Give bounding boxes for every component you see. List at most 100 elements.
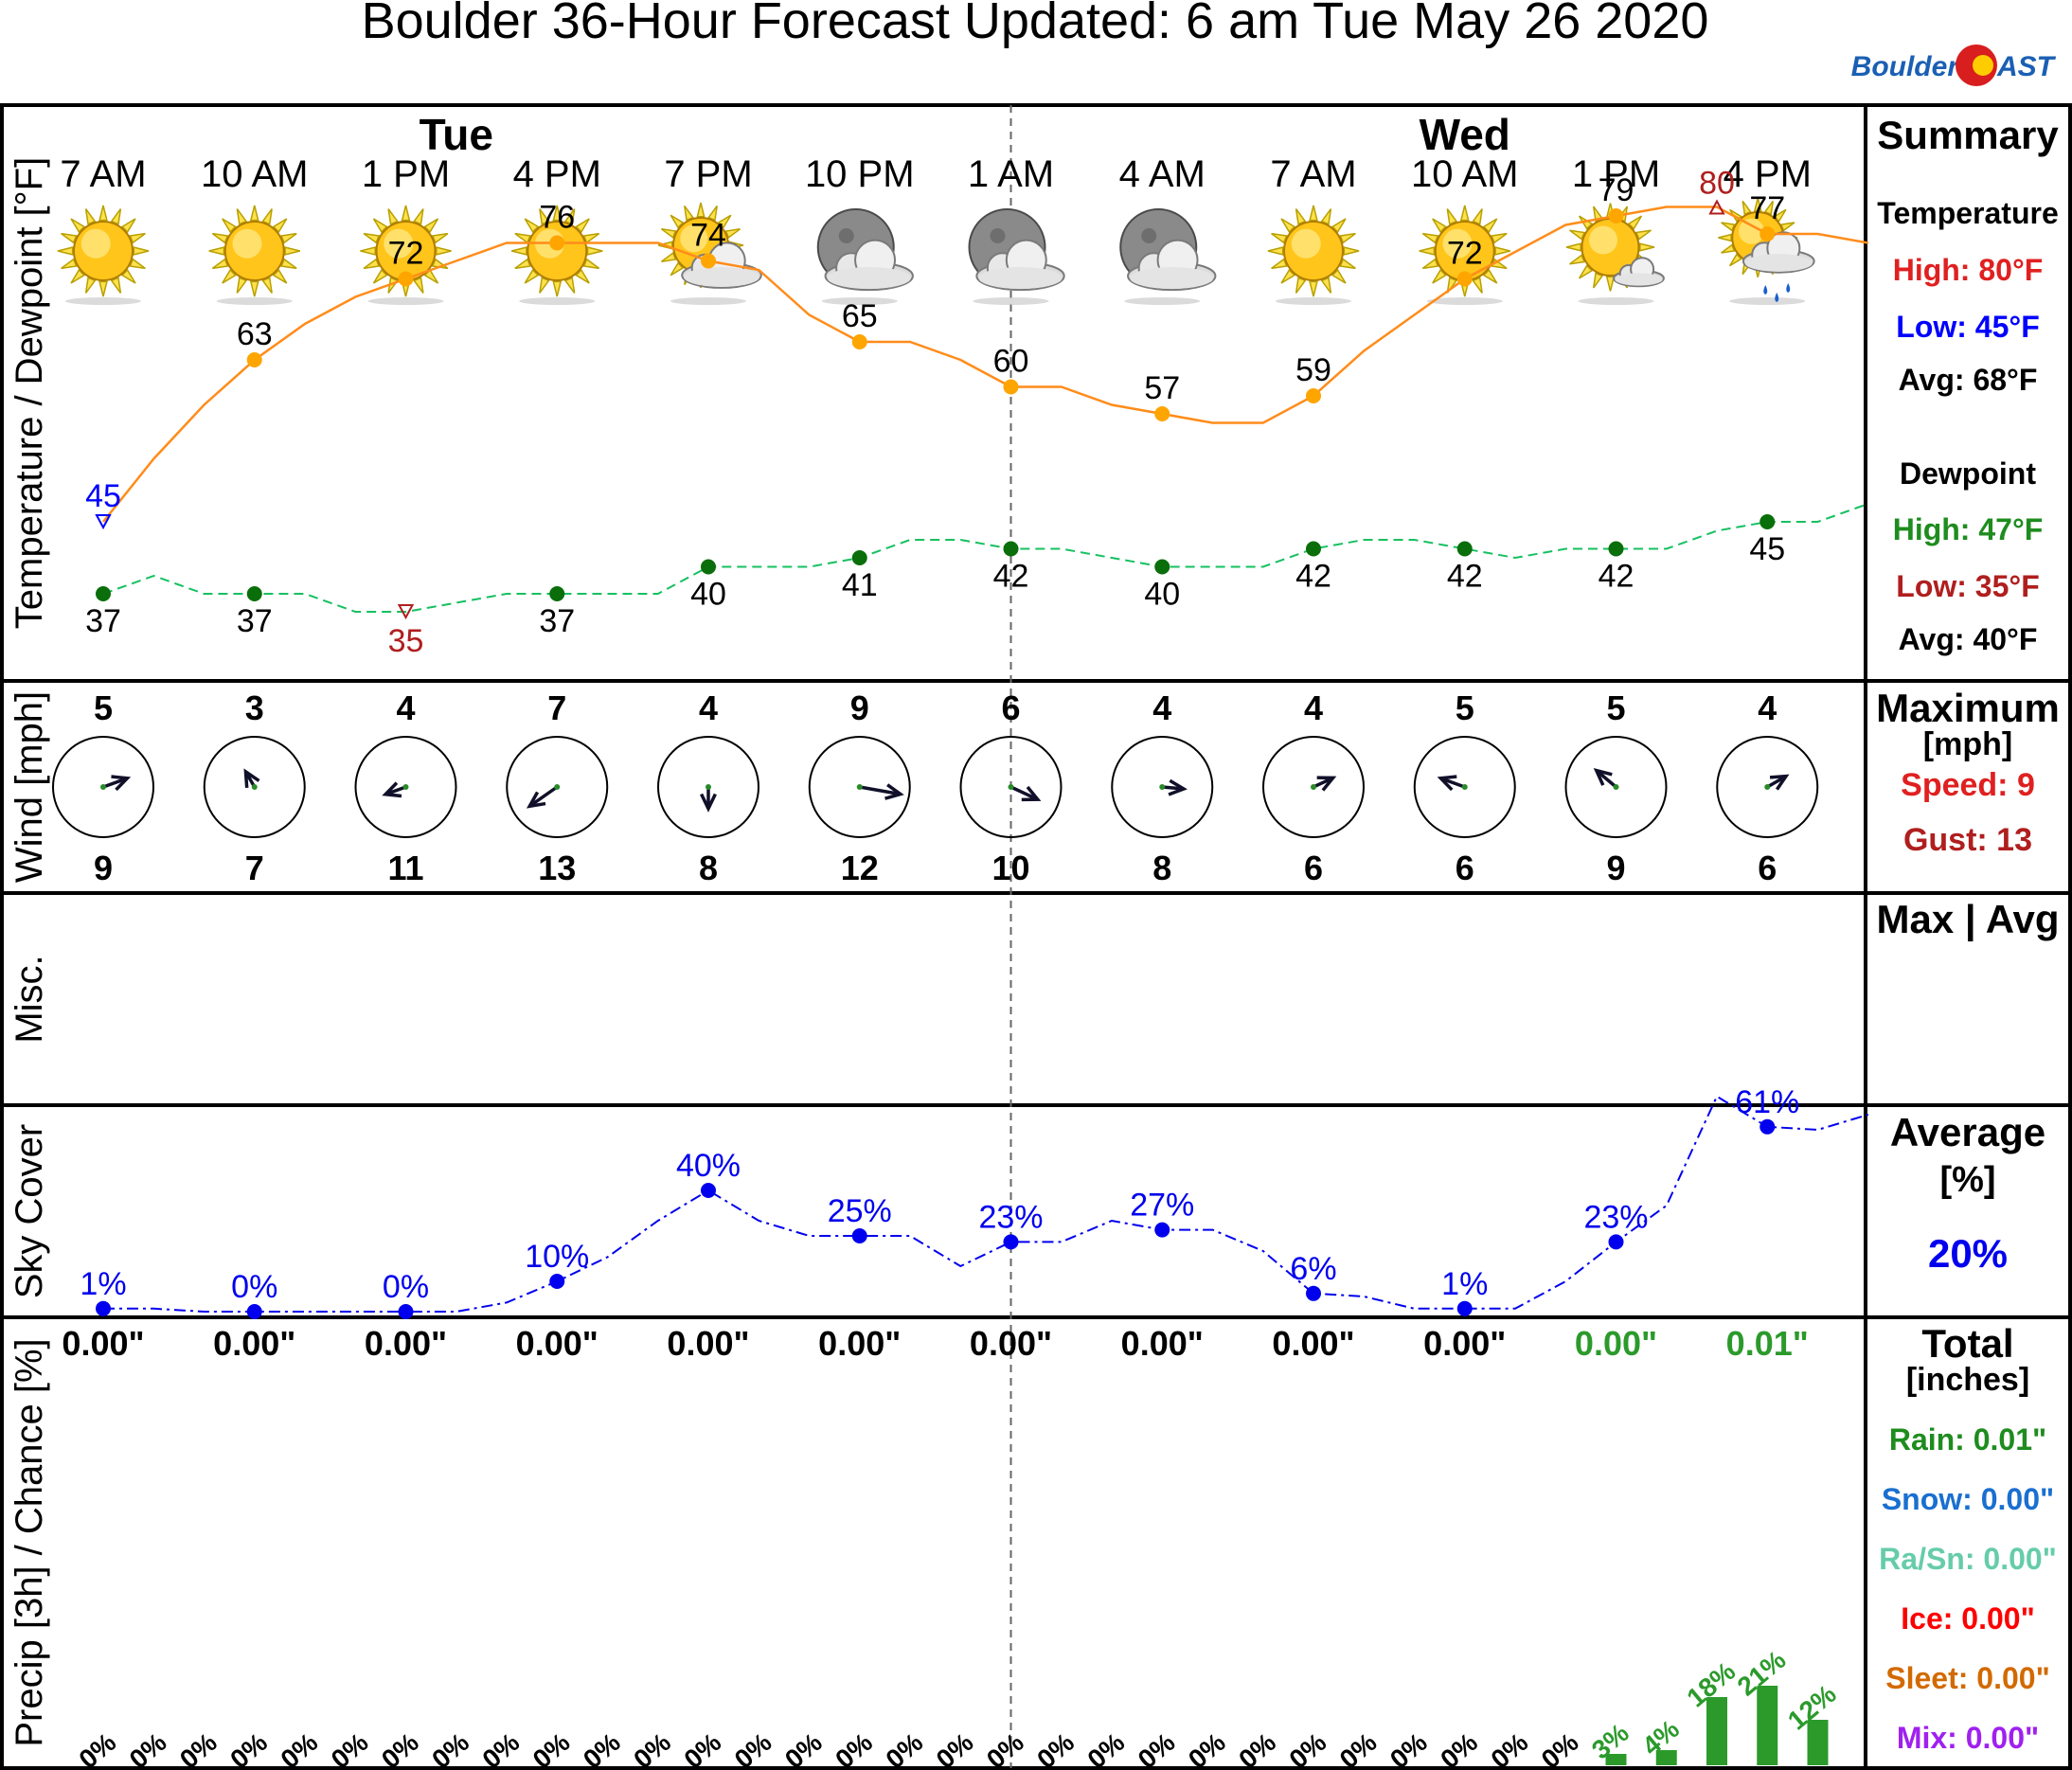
sky-cover-line xyxy=(103,1095,1869,1313)
dew-point xyxy=(96,586,111,601)
wind-arrow xyxy=(528,785,559,808)
wind-dial-ring xyxy=(52,736,154,838)
precip-chance-bar xyxy=(1807,1720,1829,1765)
wind-dial-ring xyxy=(1111,736,1214,838)
dew-point xyxy=(1759,514,1776,529)
weather-icon-sun xyxy=(208,205,300,305)
wind-dial-center xyxy=(856,784,863,790)
temp-label: 45 xyxy=(85,478,121,514)
summary-dew-low: Low: 35°F xyxy=(1896,569,2039,603)
dew-label: 42 xyxy=(1599,559,1634,595)
summary-precip-title: Total xyxy=(1921,1321,2013,1366)
wind-dial: 6 10 xyxy=(959,688,1063,887)
sky-cover-point xyxy=(1003,1234,1019,1250)
precip-amount-label: 0.00" xyxy=(1121,1324,1204,1363)
wind-dial: 48 xyxy=(1111,688,1214,887)
temp-point xyxy=(1759,226,1776,241)
sky-cover-point xyxy=(96,1300,111,1316)
dew-label: 42 xyxy=(1447,559,1483,595)
dew-point xyxy=(246,586,262,601)
sky-cover-label: 10% xyxy=(525,1239,589,1275)
temp-label: 72 xyxy=(1447,236,1483,272)
sky-cover-point xyxy=(1456,1300,1473,1316)
wind-dial: 37 xyxy=(203,688,306,887)
precip-amount-label: 0.01" xyxy=(1726,1324,1809,1363)
wind-gust-label: 9 xyxy=(94,849,113,887)
summary-temp-low: Low: 45°F xyxy=(1896,310,2039,344)
sky-cover-point xyxy=(246,1304,262,1319)
summary-sky: Average [%] 20% xyxy=(1890,1110,2045,1276)
sky-cover-point xyxy=(851,1228,867,1243)
precip-chance-bar xyxy=(1706,1697,1727,1765)
wind-arrow-head xyxy=(243,768,260,788)
temp-label: 57 xyxy=(1144,370,1180,406)
precip-amount-label: 0.00" xyxy=(818,1324,901,1363)
wind-dial-center xyxy=(1764,784,1771,790)
temp-point xyxy=(1306,388,1321,403)
misc-panel-label: Misc. xyxy=(9,955,50,1043)
summary-wind-unit: [mph] xyxy=(1923,726,2012,762)
time-label-4: 7 PM xyxy=(664,153,752,195)
wind-speed-label: 5 xyxy=(94,688,113,727)
logo-text-right: AST xyxy=(1996,51,2057,82)
dew-point xyxy=(1306,541,1321,557)
summary-wind: Maximum [mph] Speed: 9 Gust: 13 xyxy=(1876,686,2060,858)
precip-chance-bar xyxy=(1757,1686,1778,1765)
wind-arrow-head xyxy=(1437,775,1457,792)
wind-dial: 59 xyxy=(1564,688,1668,887)
summary-precip-mix: Mix: 0.00" xyxy=(1897,1721,2039,1755)
temp-label: 60 xyxy=(993,344,1029,380)
temp-label: 65 xyxy=(842,298,878,334)
summary-temp-avg: Avg: 68°F xyxy=(1899,363,2038,397)
summary-dew-avg: Avg: 40°F xyxy=(1899,622,2038,656)
temp-point xyxy=(549,235,565,251)
sky-cover-series: 1% 0% 0% 10% 40% 25% 23% 27% 6% 1% 23% 61% xyxy=(80,1084,1869,1319)
wind-arrow-head xyxy=(1316,776,1337,792)
summary-precip-snow: Snow: 0.00" xyxy=(1882,1482,2054,1516)
wind-gust-label: 6 xyxy=(1304,849,1323,887)
weather-icon-moon-cloud xyxy=(968,208,1065,305)
wind-arrow xyxy=(859,785,902,796)
wind-dial-ring xyxy=(808,736,911,838)
wind-dial-center xyxy=(251,784,258,790)
temp-point xyxy=(1456,271,1473,287)
wind-dial-ring xyxy=(959,736,1063,838)
wind-arrow-head xyxy=(700,793,717,813)
day-labels: Tue Wed xyxy=(420,110,1510,159)
dew-label: 42 xyxy=(1295,559,1331,595)
temperature-series: 45 63 72 76 74 65 60 57 59 72 79 77 80 xyxy=(85,166,1869,530)
temp-panel-label: Temperature / Dewpoint [°F] xyxy=(9,157,50,629)
temp-max-marker xyxy=(1708,199,1725,215)
precip-amount-label: 0.00" xyxy=(1423,1324,1506,1363)
summary-dew-title: Dewpoint xyxy=(1900,456,2036,491)
wind-dial-ring xyxy=(506,736,609,838)
summary-sky-value: 20% xyxy=(1928,1231,2008,1276)
summary-wind-title: Maximum xyxy=(1876,686,2060,730)
sky-cover-label: 61% xyxy=(1735,1084,1799,1120)
temp-point xyxy=(1608,208,1624,223)
time-label-7: 4 AM xyxy=(1119,153,1206,195)
sky-cover-label: 23% xyxy=(1583,1199,1648,1235)
wind-dial-ring xyxy=(1262,736,1365,838)
precip-amount-label: 0.00" xyxy=(667,1324,749,1363)
wind-arrow-head xyxy=(884,783,904,800)
dew-point xyxy=(1003,541,1019,557)
time-label-9: 10 AM xyxy=(1411,153,1518,195)
wind-arrow xyxy=(1009,785,1039,801)
dew-label: 37 xyxy=(85,603,121,639)
dew-point xyxy=(851,550,867,565)
wind-gust-label: 7 xyxy=(245,849,264,887)
wind-dial: 56 xyxy=(1413,688,1516,887)
sky-cover-point xyxy=(1759,1118,1776,1135)
dew-label: 37 xyxy=(539,603,575,639)
weather-icon-sun xyxy=(511,205,603,305)
wind-dial-center xyxy=(554,784,561,790)
bouldercast-logo: Boulder AST xyxy=(1851,45,2057,86)
summary-wind-speed: Speed: 9 xyxy=(1901,767,2035,803)
sky-cover-point xyxy=(701,1183,716,1198)
sky-cover-label: 0% xyxy=(231,1269,277,1305)
weather-icon-sun-cloud xyxy=(657,202,762,305)
wind-dial-center xyxy=(1461,784,1468,790)
wind-dial-center xyxy=(1008,784,1014,790)
wind-arrow-head xyxy=(526,791,546,809)
